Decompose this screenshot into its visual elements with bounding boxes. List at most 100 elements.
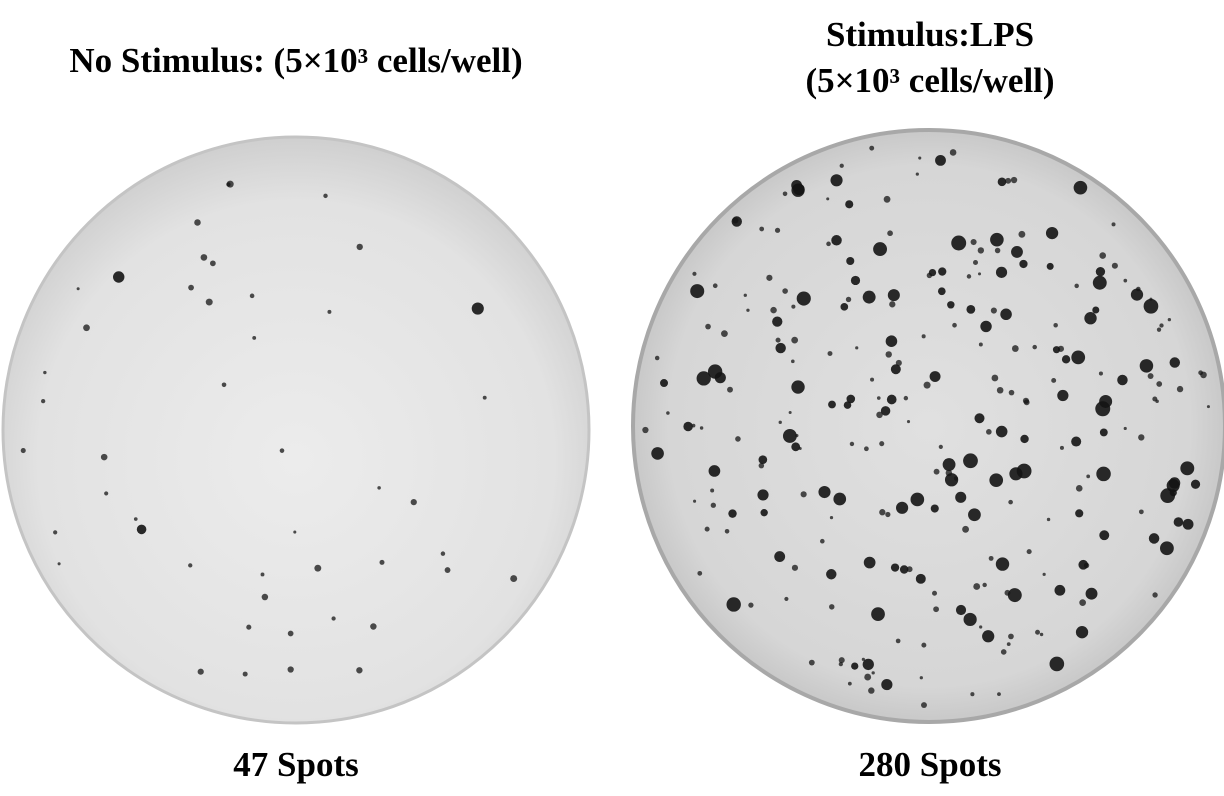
spot xyxy=(1073,180,1088,195)
spot xyxy=(1092,275,1107,290)
spot xyxy=(113,271,125,283)
spot xyxy=(991,374,999,382)
spot xyxy=(1061,355,1071,364)
spot xyxy=(978,342,983,347)
spot xyxy=(1083,562,1090,569)
spot xyxy=(788,411,792,415)
spot xyxy=(973,260,978,265)
spot xyxy=(1095,401,1111,417)
spot xyxy=(851,662,859,670)
spot xyxy=(1020,434,1029,444)
spot xyxy=(944,473,959,487)
spot xyxy=(693,499,697,503)
spot xyxy=(1053,322,1058,328)
spot xyxy=(915,573,926,584)
spot xyxy=(697,570,703,576)
spot xyxy=(200,254,208,261)
spot xyxy=(1167,317,1172,322)
spot xyxy=(833,492,847,506)
spot xyxy=(356,667,363,674)
spot xyxy=(1018,230,1026,238)
spot xyxy=(995,266,1008,278)
spot xyxy=(261,593,269,601)
spot xyxy=(1006,642,1011,647)
spot xyxy=(921,334,926,339)
spot xyxy=(1136,286,1141,292)
spot xyxy=(482,395,487,400)
spot xyxy=(887,230,893,237)
spot xyxy=(410,499,417,506)
spot xyxy=(510,575,518,583)
spot xyxy=(197,668,204,675)
spot xyxy=(876,411,883,419)
spot xyxy=(862,658,874,671)
spot xyxy=(660,379,669,388)
spot xyxy=(1022,397,1030,404)
spot xyxy=(933,606,939,613)
spot xyxy=(226,180,234,188)
spot xyxy=(1084,312,1097,325)
spot xyxy=(1004,589,1011,596)
spot xyxy=(953,476,959,481)
spot xyxy=(1149,297,1153,301)
spot xyxy=(895,359,902,367)
spot xyxy=(962,525,969,533)
spot xyxy=(778,420,782,424)
spot xyxy=(782,288,788,294)
spot xyxy=(327,309,332,314)
spot xyxy=(1168,477,1181,489)
spot xyxy=(1123,278,1128,283)
spot xyxy=(759,226,765,232)
spot xyxy=(966,304,976,314)
spot xyxy=(743,293,747,297)
title-line: Stimulus:LPS xyxy=(825,15,1035,54)
spot xyxy=(952,322,957,328)
spot xyxy=(890,563,900,572)
spot xyxy=(995,425,1008,438)
spot xyxy=(982,630,995,643)
spot xyxy=(370,623,377,630)
spot xyxy=(918,156,922,160)
spot xyxy=(850,275,861,286)
left-well xyxy=(1,135,591,725)
spot xyxy=(1139,359,1154,373)
spot xyxy=(1019,259,1028,269)
spot xyxy=(919,676,923,680)
spot xyxy=(1173,517,1184,527)
spot xyxy=(1042,572,1046,576)
spot xyxy=(1138,509,1144,515)
spot xyxy=(692,271,697,276)
spot xyxy=(728,509,737,518)
spot xyxy=(863,556,876,569)
spot xyxy=(323,193,328,199)
spot xyxy=(966,274,972,279)
spot xyxy=(982,582,987,588)
spot xyxy=(287,666,294,673)
spot xyxy=(707,364,723,379)
spot xyxy=(1152,396,1158,402)
spot xyxy=(845,200,854,209)
spot xyxy=(840,303,849,311)
spot xyxy=(906,420,911,424)
spot xyxy=(921,642,927,648)
spot xyxy=(846,394,856,404)
spot xyxy=(1008,389,1015,396)
spot xyxy=(1169,489,1177,497)
spot xyxy=(1071,436,1082,447)
spot xyxy=(1000,308,1012,321)
spot xyxy=(889,301,896,308)
spot xyxy=(1086,474,1091,479)
spot xyxy=(1011,345,1019,352)
spot xyxy=(758,455,768,465)
spot xyxy=(784,596,789,601)
spot xyxy=(721,330,728,337)
spot xyxy=(642,426,649,434)
spot xyxy=(845,296,852,303)
spot xyxy=(1008,633,1014,640)
spot xyxy=(974,413,985,424)
right-well xyxy=(631,128,1224,724)
spot xyxy=(847,681,852,686)
spot xyxy=(1051,377,1057,383)
spot xyxy=(1075,626,1089,639)
spot xyxy=(1182,518,1194,530)
